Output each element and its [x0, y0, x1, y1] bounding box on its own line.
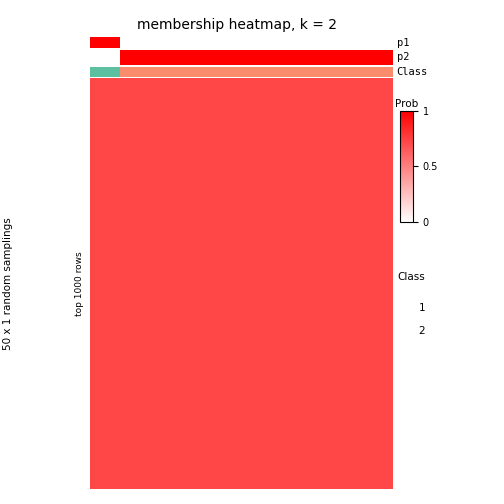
Text: 1: 1: [418, 303, 425, 313]
Text: p2: p2: [397, 52, 409, 62]
Text: p1: p1: [397, 38, 409, 48]
Text: Class: Class: [397, 67, 428, 77]
Text: top 1000 rows: top 1000 rows: [75, 251, 84, 316]
Text: Class: Class: [398, 272, 425, 282]
Text: membership heatmap, k = 2: membership heatmap, k = 2: [137, 18, 337, 32]
Text: 50 x 1 random samplings: 50 x 1 random samplings: [3, 217, 13, 350]
Text: 2: 2: [418, 326, 425, 336]
Title: Prob: Prob: [395, 99, 418, 109]
